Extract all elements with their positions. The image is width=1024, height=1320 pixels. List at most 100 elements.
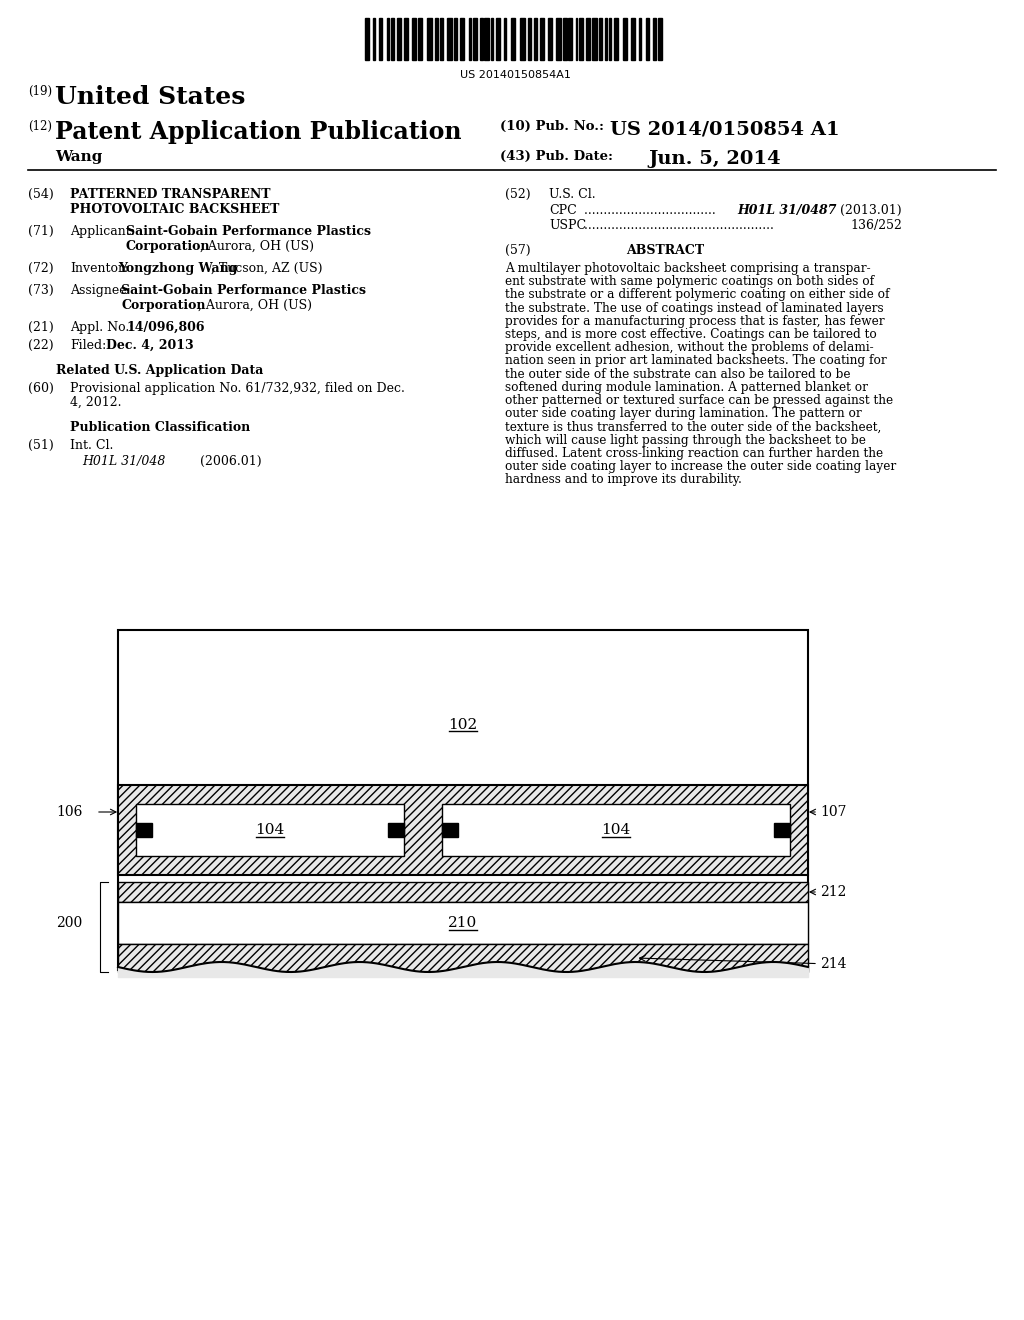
Text: Publication Classification: Publication Classification <box>70 421 250 434</box>
Text: Int. Cl.: Int. Cl. <box>70 440 114 451</box>
Text: (54): (54) <box>28 187 53 201</box>
Text: (19): (19) <box>28 84 52 98</box>
Bar <box>136 822 152 837</box>
Bar <box>387 18 389 59</box>
Text: US 2014/0150854 A1: US 2014/0150854 A1 <box>610 120 840 139</box>
Bar <box>118 902 808 944</box>
Bar <box>586 18 590 59</box>
Bar <box>774 822 790 837</box>
Bar <box>609 18 611 59</box>
Bar <box>442 822 458 837</box>
Text: 107: 107 <box>820 805 847 818</box>
Text: 104: 104 <box>601 822 631 837</box>
Text: provide excellent adhesion, without the problems of delami-: provide excellent adhesion, without the … <box>505 341 873 354</box>
Text: 14/096,806: 14/096,806 <box>127 321 206 334</box>
Bar <box>534 18 538 59</box>
Bar <box>520 18 524 59</box>
Text: (21): (21) <box>28 321 53 334</box>
Text: steps, and is more cost effective. Coatings can be tailored to: steps, and is more cost effective. Coati… <box>505 327 877 341</box>
Text: Applicant:: Applicant: <box>70 224 135 238</box>
Text: Appl. No.:: Appl. No.: <box>70 321 133 334</box>
Bar <box>379 18 382 59</box>
Text: other patterned or textured surface can be pressed against the: other patterned or textured surface can … <box>505 393 893 407</box>
Text: Saint-Gobain Performance Plastics: Saint-Gobain Performance Plastics <box>126 224 371 238</box>
Text: .................................................: ........................................… <box>580 219 774 232</box>
Bar <box>599 18 602 59</box>
Text: outer side coating layer to increase the outer side coating layer: outer side coating layer to increase the… <box>505 459 896 473</box>
Bar <box>484 18 489 59</box>
Text: texture is thus transferred to the outer side of the backsheet,: texture is thus transferred to the outer… <box>505 420 882 433</box>
Text: (22): (22) <box>28 339 53 352</box>
Text: hardness and to improve its durability.: hardness and to improve its durability. <box>505 473 741 486</box>
Bar <box>480 18 482 59</box>
Text: (51): (51) <box>28 440 53 451</box>
Bar <box>528 18 531 59</box>
Text: 210: 210 <box>449 916 477 931</box>
Text: Dec. 4, 2013: Dec. 4, 2013 <box>106 339 194 352</box>
Text: diffused. Latent cross-linking reaction can further harden the: diffused. Latent cross-linking reaction … <box>505 446 883 459</box>
Text: Wang: Wang <box>55 150 102 164</box>
Bar <box>580 18 583 59</box>
Text: which will cause light passing through the backsheet to be: which will cause light passing through t… <box>505 433 866 446</box>
Text: 214: 214 <box>820 957 847 970</box>
Bar <box>427 18 431 59</box>
Bar <box>388 822 404 837</box>
Text: ent substrate with same polymeric coatings on both sides of: ent substrate with same polymeric coatin… <box>505 275 874 288</box>
Bar <box>623 18 627 59</box>
Bar <box>540 18 544 59</box>
Text: PHOTOVOLTAIC BACKSHEET: PHOTOVOLTAIC BACKSHEET <box>70 203 280 216</box>
Text: 4, 2012.: 4, 2012. <box>70 396 122 409</box>
Bar <box>631 18 635 59</box>
Text: H01L 31/048: H01L 31/048 <box>82 455 165 469</box>
Bar <box>548 18 552 59</box>
Text: , Aurora, OH (US): , Aurora, OH (US) <box>198 300 312 312</box>
Text: 200: 200 <box>56 916 82 931</box>
Bar <box>657 18 663 59</box>
Text: United States: United States <box>55 84 246 110</box>
Text: Assignee:: Assignee: <box>70 284 131 297</box>
Text: Inventor:: Inventor: <box>70 261 128 275</box>
Bar <box>497 18 500 59</box>
Text: (60): (60) <box>28 381 54 395</box>
Bar <box>639 18 641 59</box>
Bar <box>412 18 416 59</box>
Bar <box>439 18 442 59</box>
Text: Corporation: Corporation <box>121 300 206 312</box>
Text: (2006.01): (2006.01) <box>200 455 261 469</box>
Bar <box>418 18 423 59</box>
Bar <box>646 18 649 59</box>
Bar <box>118 630 808 970</box>
Bar <box>397 18 400 59</box>
Text: USPC: USPC <box>549 219 586 232</box>
Text: provides for a manufacturing process that is faster, has fewer: provides for a manufacturing process tha… <box>505 314 885 327</box>
Bar <box>469 18 471 59</box>
Bar <box>118 944 808 972</box>
Text: 104: 104 <box>255 822 285 837</box>
Bar <box>118 785 808 875</box>
Text: Related U.S. Application Data: Related U.S. Application Data <box>56 364 264 378</box>
Text: Corporation: Corporation <box>126 240 211 253</box>
Bar <box>556 18 561 59</box>
Bar <box>614 18 618 59</box>
Bar <box>118 882 808 902</box>
Text: (57): (57) <box>505 244 530 257</box>
Text: CPC: CPC <box>549 205 577 216</box>
Bar <box>136 804 404 855</box>
Bar <box>460 18 465 59</box>
Text: 212: 212 <box>820 884 847 899</box>
Text: Jun. 5, 2014: Jun. 5, 2014 <box>648 150 780 168</box>
Text: PATTERNED TRANSPARENT: PATTERNED TRANSPARENT <box>70 187 270 201</box>
Bar <box>575 18 578 59</box>
Text: (73): (73) <box>28 284 53 297</box>
Bar <box>490 18 493 59</box>
Text: 106: 106 <box>56 805 82 818</box>
Bar <box>568 18 572 59</box>
Bar <box>455 18 457 59</box>
Text: nation seen in prior art laminated backsheets. The coating for: nation seen in prior art laminated backs… <box>505 354 887 367</box>
Text: Filed:: Filed: <box>70 339 106 352</box>
Text: Provisional application No. 61/732,932, filed on Dec.: Provisional application No. 61/732,932, … <box>70 381 404 395</box>
Text: U.S. Cl.: U.S. Cl. <box>549 187 596 201</box>
Bar <box>373 18 375 59</box>
Text: the substrate. The use of coatings instead of laminated layers: the substrate. The use of coatings inste… <box>505 301 884 314</box>
Text: A multilayer photovoltaic backsheet comprising a transpar-: A multilayer photovoltaic backsheet comp… <box>505 261 870 275</box>
